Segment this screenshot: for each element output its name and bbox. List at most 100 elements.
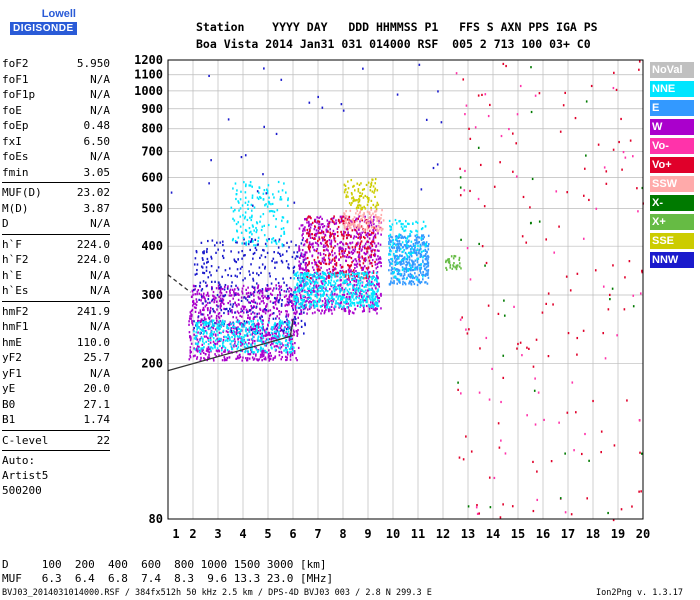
- echo-point: [409, 280, 412, 283]
- echo-point: [280, 324, 283, 327]
- echo-point: [333, 272, 336, 275]
- echo-point: [308, 301, 310, 304]
- echo-point: [333, 290, 336, 293]
- echo-point: [305, 284, 308, 287]
- echo-point: [346, 243, 349, 246]
- echo-point: [410, 283, 413, 286]
- echo-point: [511, 505, 514, 508]
- echo-point: [234, 208, 236, 212]
- echo-point: [321, 304, 323, 307]
- echo-point: [373, 284, 376, 287]
- echo-point: [208, 348, 210, 351]
- echo-point: [222, 243, 224, 247]
- echo-point: [257, 339, 259, 342]
- echo-point: [197, 341, 200, 344]
- echo-point: [219, 327, 221, 330]
- echo-point: [262, 336, 265, 340]
- echo-point: [448, 260, 451, 263]
- echo-point: [380, 264, 382, 268]
- echo-point: [313, 304, 316, 307]
- echo-point: [503, 299, 505, 302]
- echo-point: [299, 277, 302, 280]
- echo-point: [358, 198, 360, 201]
- echo-point: [208, 74, 210, 78]
- echo-point: [199, 309, 202, 312]
- echo-point: [219, 304, 222, 307]
- echo-point: [426, 273, 429, 277]
- echo-point: [290, 295, 293, 298]
- echo-point: [389, 225, 391, 228]
- echo-point: [316, 248, 318, 251]
- echo-point: [207, 356, 209, 359]
- echo-point: [420, 237, 422, 240]
- echo-point: [262, 319, 265, 322]
- echo-point: [342, 237, 345, 240]
- echo-point: [323, 249, 326, 252]
- echo-point: [360, 295, 363, 298]
- echo-point: [311, 221, 314, 224]
- echo-point: [361, 281, 363, 284]
- echo-point: [256, 272, 258, 275]
- echo-point: [281, 253, 284, 256]
- echo-point: [244, 211, 247, 214]
- echo-point: [412, 244, 415, 247]
- echo-point: [280, 288, 283, 292]
- x-tick-labels: 1 2 3 4 5 6 7 8 9 10 11 12 13 14 15 16 17 18 19 20: [172, 527, 650, 541]
- echo-point: [266, 303, 268, 306]
- echo-point: [190, 342, 193, 345]
- echo-point: [214, 311, 216, 314]
- echo-point: [361, 268, 363, 272]
- echo-point: [204, 298, 206, 301]
- echo-point: [236, 286, 239, 289]
- echo-point: [315, 304, 318, 308]
- echo-point: [370, 208, 373, 211]
- echo-point: [263, 224, 266, 227]
- echo-point: [365, 252, 367, 255]
- echo-point: [189, 335, 192, 339]
- echo-point: [350, 222, 352, 225]
- echo-point: [368, 212, 371, 215]
- echo-point: [414, 259, 417, 262]
- echo-point: [359, 204, 362, 207]
- echo-point: [304, 307, 306, 310]
- echo-point: [221, 301, 223, 304]
- echo-point: [264, 340, 267, 343]
- echo-point: [353, 224, 356, 227]
- echo-point: [276, 335, 278, 338]
- echo-point: [356, 287, 358, 290]
- echo-point: [265, 344, 267, 347]
- echo-point: [358, 204, 361, 207]
- echo-point: [396, 268, 399, 271]
- echo-point: [624, 156, 627, 159]
- echo-point: [637, 210, 639, 213]
- echo-point: [372, 218, 375, 221]
- echo-point: [319, 297, 321, 300]
- echo-point: [208, 353, 210, 357]
- echo-point: [632, 305, 635, 308]
- echo-point: [231, 311, 233, 314]
- echo-point: [240, 296, 243, 299]
- echo-point: [638, 68, 640, 71]
- echo-point: [362, 67, 364, 70]
- echo-point: [292, 349, 294, 352]
- param-name: foF1: [2, 72, 29, 86]
- echo-point: [408, 262, 411, 266]
- echo-point: [390, 272, 392, 275]
- echo-point: [389, 264, 391, 267]
- echo-point: [371, 301, 374, 304]
- param-name: fxI: [2, 134, 22, 148]
- echo-point: [309, 226, 312, 229]
- echo-point: [370, 242, 372, 245]
- echo-point: [424, 281, 426, 284]
- echo-point: [218, 350, 221, 353]
- echo-point: [265, 338, 268, 341]
- legend-entry: Vo+: [650, 157, 694, 173]
- echo-point: [419, 267, 421, 271]
- echo-point: [412, 268, 415, 272]
- echo-point: [339, 289, 341, 292]
- param-value: N/A: [90, 217, 110, 230]
- echo-point: [198, 326, 200, 329]
- echo-point: [227, 323, 230, 326]
- echo-point: [241, 339, 244, 342]
- echo-point: [267, 288, 270, 291]
